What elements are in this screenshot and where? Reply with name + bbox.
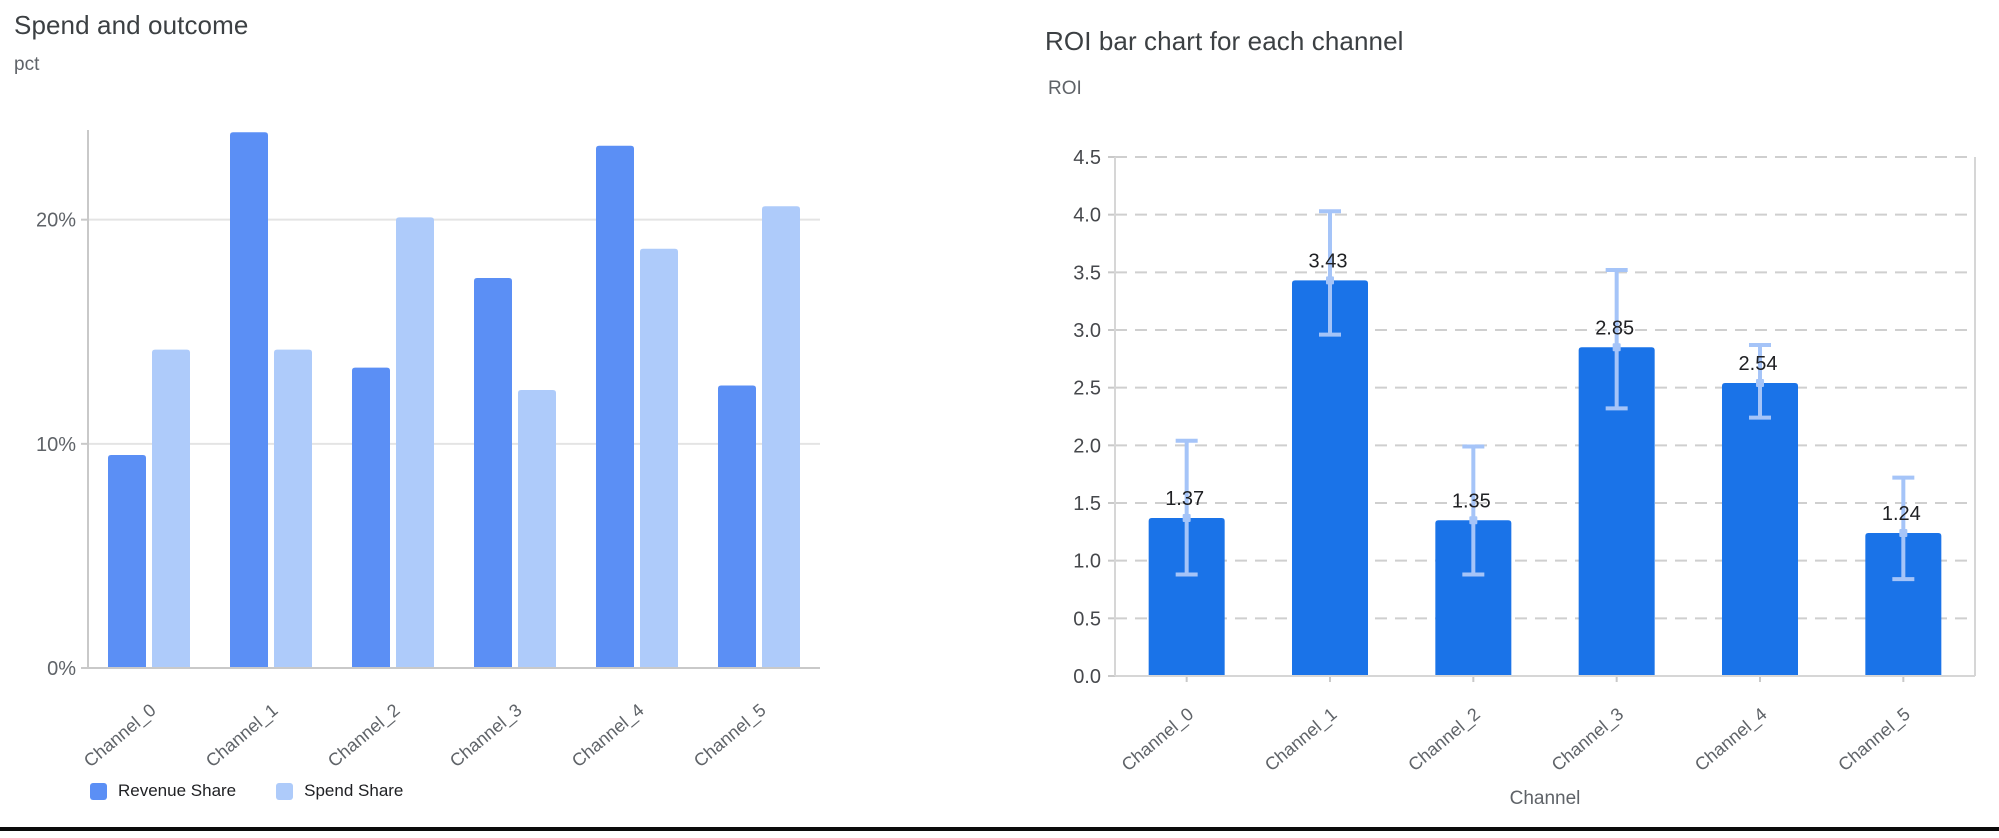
y-tick-label: 20% (36, 210, 76, 232)
error-bar-marker (1326, 276, 1334, 285)
bar-revenue-share-channel-4 (596, 145, 634, 669)
x-tick-label: Channel_0 (80, 700, 160, 772)
y-tick-label: 3.0 (1073, 320, 1101, 342)
channel-axis-title: Channel (1509, 788, 1581, 809)
bar-revenue-share-channel-2 (352, 367, 390, 668)
bar-roi-channel-4 (1722, 383, 1798, 676)
x-tick-label: Channel_5 (1834, 704, 1914, 776)
bar-spend-share-channel-5 (762, 206, 800, 668)
x-tick-label: Channel_0 (1118, 704, 1198, 776)
legend-swatch-revenue-icon (90, 782, 107, 800)
roi-title: ROI bar chart for each channel (1045, 26, 1404, 56)
spend-outcome-title: Spend and outcome (14, 10, 249, 40)
x-tick-label: Channel_5 (690, 700, 770, 772)
error-bar-marker (1756, 379, 1764, 388)
bar-value-label: 1.24 (1882, 503, 1921, 525)
bottom-rule (0, 827, 1999, 831)
x-tick-label: Channel_2 (1404, 704, 1484, 776)
y-tick-label: 3.5 (1073, 262, 1101, 284)
bar-value-label: 2.85 (1595, 317, 1634, 339)
y-tick-label: 0% (47, 658, 76, 680)
bar-spend-share-channel-1 (274, 349, 312, 668)
bar-roi-channel-5 (1865, 532, 1942, 676)
bar-value-label: 3.43 (1309, 250, 1348, 272)
legend-swatch-spend-icon (276, 782, 294, 800)
y-tick-label: 0.0 (1073, 666, 1101, 688)
y-tick-label: 10% (36, 434, 76, 456)
x-tick-label: Channel_1 (202, 700, 282, 772)
y-tick-label: 4.0 (1073, 205, 1101, 227)
x-tick-label: Channel_4 (568, 700, 648, 772)
bar-value-label: 1.37 (1165, 488, 1204, 510)
bar-value-label: 2.54 (1739, 353, 1778, 375)
y-tick-label: 4.5 (1073, 147, 1101, 169)
bar-roi-channel-2 (1435, 520, 1512, 676)
bar-roi-channel-0 (1148, 517, 1225, 676)
y-tick-label: 0.5 (1073, 608, 1101, 630)
x-tick-label: Channel_4 (1691, 704, 1771, 776)
bar-spend-share-channel-2 (396, 217, 434, 669)
bar-revenue-share-channel-5 (718, 385, 756, 668)
x-tick-label: Channel_3 (1548, 704, 1628, 776)
bar-revenue-share-channel-0 (108, 455, 146, 668)
error-bar-marker (1182, 513, 1191, 522)
bar-roi-channel-1 (1292, 280, 1368, 676)
x-tick-label: Channel_3 (446, 700, 526, 772)
legend-item-revenue-share: Revenue Share (90, 781, 236, 801)
y-tick-label: 1.0 (1073, 551, 1101, 573)
bar-roi-channel-3 (1578, 347, 1655, 676)
legend-label-spend-share: Spend Share (304, 781, 404, 800)
bar-spend-share-channel-0 (152, 349, 190, 668)
pct-unit-label: pct (14, 54, 40, 75)
bar-spend-share-channel-4 (640, 248, 678, 668)
legend-label-revenue-share: Revenue Share (118, 781, 237, 800)
legend-item-spend-share: Spend Share (276, 781, 403, 801)
bar-spend-share-channel-3 (518, 390, 556, 668)
legend: Revenue Share Spend Share (90, 781, 403, 801)
y-tick-label: 2.5 (1073, 378, 1101, 400)
bar-revenue-share-channel-1 (230, 132, 268, 668)
error-bar-marker (1612, 343, 1621, 352)
error-bar-marker (1899, 528, 1908, 537)
bar-value-label: 1.35 (1452, 490, 1491, 512)
roi-unit-label: ROI (1048, 78, 1082, 99)
x-tick-label: Channel_2 (324, 700, 404, 772)
error-bar-marker (1469, 516, 1478, 525)
bar-revenue-share-channel-3 (474, 277, 512, 668)
y-tick-label: 1.5 (1073, 493, 1101, 515)
y-tick-label: 2.0 (1073, 435, 1101, 457)
x-tick-label: Channel_1 (1261, 704, 1341, 776)
